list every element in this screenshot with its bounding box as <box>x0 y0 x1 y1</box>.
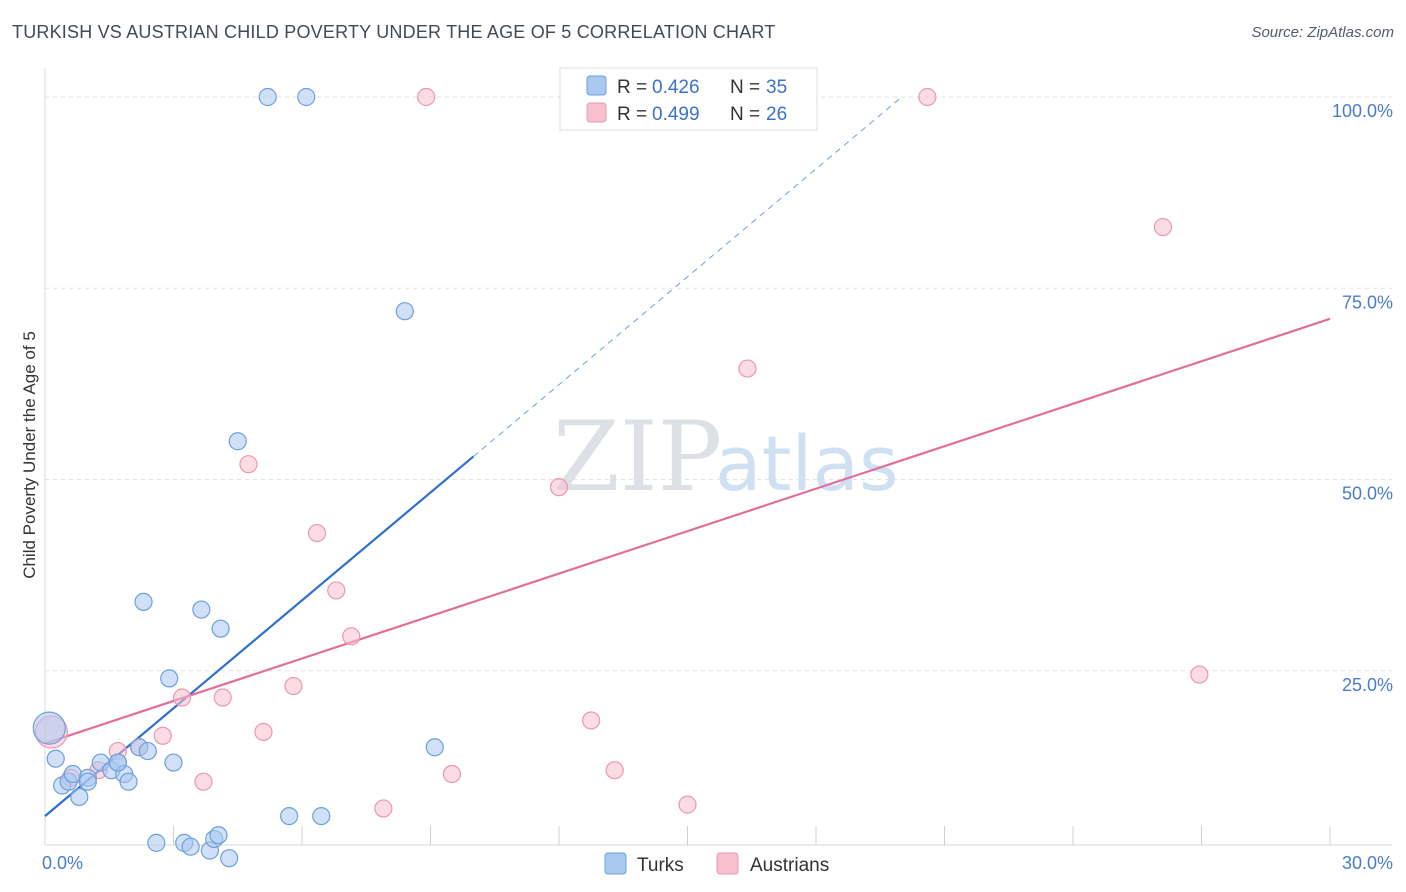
legend-n-label-austrians: N = <box>730 104 760 125</box>
turks-point-30 <box>280 806 299 826</box>
austrians-point-13 <box>327 581 346 600</box>
legend-n-value-austrians: 26 <box>766 104 787 125</box>
bottom-legend-swatch-turks <box>604 852 627 875</box>
turks-point-28 <box>228 432 247 451</box>
turks-point-17 <box>147 833 166 852</box>
bottom-legend-label-turks: Turks <box>637 855 684 876</box>
turks-point-0 <box>32 711 66 745</box>
x-tick-label-1: 30.0% <box>1342 853 1393 873</box>
turks-point-1 <box>46 749 65 768</box>
tick-labels: 25.0% 50.0% 75.0% 100.0% 0.0% 30.0% <box>42 101 1393 873</box>
austrians-point-22 <box>738 359 757 378</box>
turks-point-15 <box>134 592 153 612</box>
turks-point-21 <box>181 837 200 856</box>
austrians-point-24 <box>1153 217 1173 237</box>
austrians-trend-line <box>44 317 1331 745</box>
austrians-point-15 <box>374 799 393 818</box>
austrians-point-19 <box>582 711 601 730</box>
austrians-point-8 <box>213 688 232 707</box>
grid-lines <box>45 96 1392 672</box>
y-tick-label-3: 100.0% <box>1332 101 1393 121</box>
austrians-point-23 <box>918 87 937 107</box>
austrians-point-7 <box>194 772 213 791</box>
legend-r-label-austrians: R = <box>617 104 647 125</box>
turks-point-18 <box>160 669 179 688</box>
y-tick-label-1: 50.0% <box>1342 484 1393 504</box>
x-tick-label-0: 0.0% <box>42 853 83 873</box>
legend: R = 0.426 N = 35 R = 0.499 N = 26 <box>559 67 818 131</box>
austrians-point-14 <box>342 627 361 646</box>
watermark-atlas: atlas <box>715 419 899 508</box>
bottom-legend-label-austrians: Austrians <box>750 855 829 876</box>
turks-point-16 <box>138 741 157 761</box>
turks-point-7 <box>78 772 97 791</box>
turks-point-26 <box>209 826 228 845</box>
legend-n-label-turks: N = <box>730 77 760 98</box>
austrians-point-17 <box>442 764 462 784</box>
turks-point-5 <box>70 787 89 807</box>
turks-point-13 <box>108 753 127 772</box>
watermark: ZIP atlas <box>553 401 899 513</box>
turks-point-32 <box>312 806 331 826</box>
austrians-point-25 <box>1190 665 1209 684</box>
austrians-point-10 <box>254 722 273 742</box>
axes <box>44 68 1392 846</box>
legend-r-value-turks: 0.426 <box>652 77 700 98</box>
chart-title: TURKISH VS AUSTRIAN CHILD POVERTY UNDER … <box>12 22 776 42</box>
watermark-zip: ZIP <box>553 401 722 513</box>
data-points <box>32 87 1209 868</box>
turks-point-34 <box>425 738 444 757</box>
turks-trend-extension <box>473 96 902 457</box>
legend-swatch-austrians <box>586 102 607 123</box>
bottom-legend-swatch-austrians <box>716 852 739 875</box>
austrians-point-9 <box>239 455 258 474</box>
bottom-legend: Turks Austrians <box>604 852 829 876</box>
source-label: Source: ZipAtlas.com <box>1251 24 1394 41</box>
y-tick-label-2: 75.0% <box>1342 292 1393 312</box>
legend-r-label-turks: R = <box>617 77 647 98</box>
turks-point-4 <box>63 764 82 784</box>
legend-r-value-austrians: 0.499 <box>652 104 700 125</box>
turks-point-27 <box>220 849 239 868</box>
turks-point-19 <box>164 753 183 772</box>
austrians-point-5 <box>153 726 172 745</box>
austrians-point-18 <box>549 478 569 497</box>
turks-point-29 <box>258 87 277 107</box>
turks-point-12 <box>119 772 138 791</box>
austrians-point-20 <box>605 761 624 780</box>
turks-point-25 <box>211 619 230 638</box>
turks-point-22 <box>192 600 211 619</box>
austrians-point-6 <box>172 688 192 707</box>
y-tick-label-0: 25.0% <box>1342 675 1393 695</box>
legend-swatch-turks <box>586 75 607 96</box>
legend-n-value-turks: 35 <box>766 77 787 98</box>
y-axis-label: Child Poverty Under the Age of 5 <box>20 331 39 579</box>
austrians-point-11 <box>284 676 303 696</box>
turks-point-31 <box>297 87 316 107</box>
austrians-point-16 <box>417 87 436 107</box>
turks-point-33 <box>395 302 414 321</box>
austrians-point-21 <box>678 795 697 814</box>
austrians-point-12 <box>307 523 327 543</box>
